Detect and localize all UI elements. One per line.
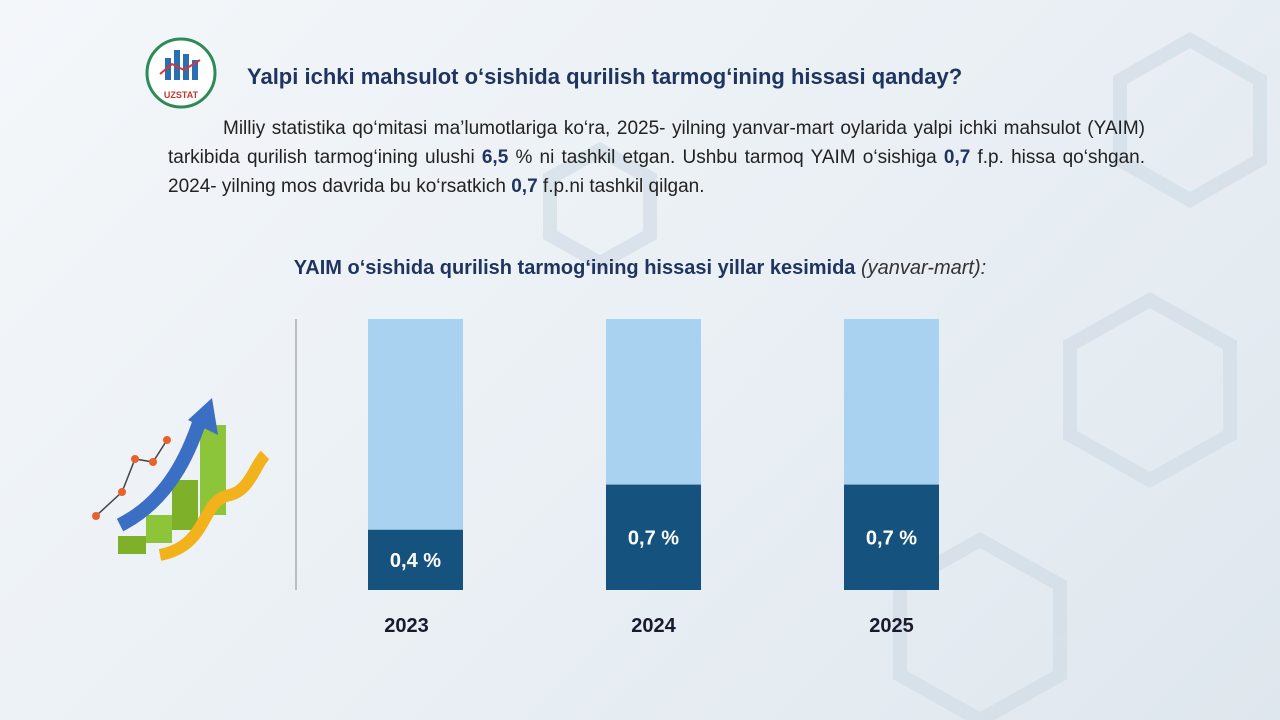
x-tick-label: 2024 xyxy=(631,615,676,637)
chart-subtitle: (yanvar-mart): xyxy=(861,257,987,279)
bar xyxy=(368,529,463,590)
x-tick-label: 2025 xyxy=(869,615,914,637)
highlight-number: 0,7 xyxy=(943,147,971,168)
paragraph-text: % ni tashkil etgan. Ushbu tarmoq YAIM o‘… xyxy=(508,147,944,168)
value-label: 0,7 % xyxy=(628,527,679,549)
logo: UZSTAT xyxy=(145,37,217,109)
chart-title: YAIM o‘sishida qurilish tarmog‘ining his… xyxy=(293,257,856,279)
highlight-number: 6,5 xyxy=(481,147,509,168)
highlight-number: 0,7 xyxy=(511,176,538,197)
x-tick-label: 2023 xyxy=(384,615,429,637)
bar xyxy=(606,484,701,590)
paragraph: Milliy statistika qo‘mitasi ma’lumotlari… xyxy=(168,114,1145,201)
paragraph-text: f.p. hissa qo‘shgan. 2024- yilning mos d… xyxy=(168,147,1146,197)
bar xyxy=(844,484,939,590)
illustration xyxy=(92,398,270,561)
page-title: Yalpi ichki mahsulot o‘sishida qurilish … xyxy=(247,64,963,89)
paragraph-text: f.p.ni tashkil qilgan. xyxy=(537,176,705,197)
logo-text: UZSTAT xyxy=(164,90,199,100)
value-label: 0,7 % xyxy=(866,527,917,549)
value-label: 0,4 % xyxy=(390,550,441,572)
paragraph-text: Milliy statistika qo‘mitasi ma’lumotlari… xyxy=(168,118,1145,168)
chart-heading: YAIM o‘sishida qurilish tarmog‘ining his… xyxy=(0,257,1280,280)
